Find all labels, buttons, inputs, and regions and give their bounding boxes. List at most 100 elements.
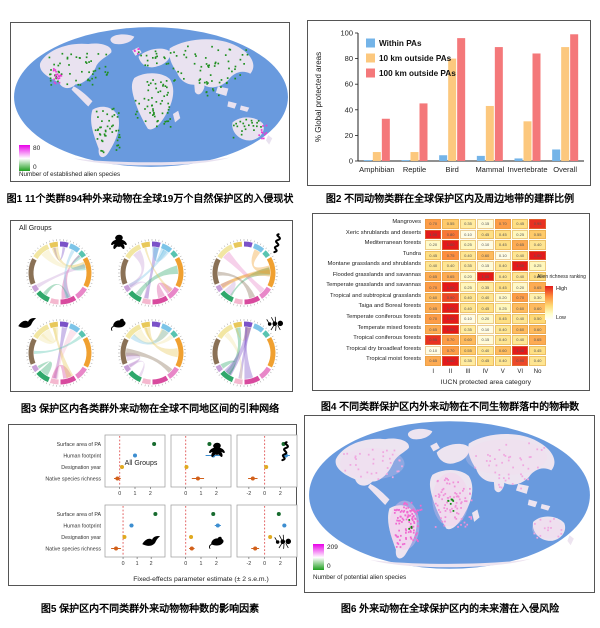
- heatmap-cell: 0.45: [494, 282, 511, 292]
- svg-text:0: 0: [122, 561, 125, 567]
- fig3-chord-diagram-all-groups: [26, 239, 94, 307]
- heatmap-row-label: Mediterranean forests: [364, 240, 421, 247]
- svg-text:All Groups: All Groups: [125, 460, 158, 467]
- heatmap-col-label: II: [448, 368, 453, 375]
- heatmap-cell: 0.40: [512, 271, 529, 282]
- heatmap-row-label: Tropical coniferous forests: [353, 335, 421, 342]
- heatmap-col-label: V: [500, 368, 505, 375]
- heatmap-col-label: IV: [482, 368, 489, 375]
- heatmap-cell: 0.45: [494, 313, 511, 324]
- fig1-colorbar-min: 0: [33, 164, 37, 171]
- heatmap-cell: 0.40: [512, 313, 529, 324]
- svg-text:-2: -2: [247, 491, 252, 497]
- fig1-colorbar: 80 0: [19, 145, 40, 171]
- heatmap-cell: 0.50: [529, 313, 546, 324]
- heatmap-cell: 0.45: [529, 345, 546, 356]
- heatmap-cell: 0.10: [425, 345, 442, 356]
- heatmap-cell: 0.70: [494, 219, 511, 229]
- heatmap-row-label: Montane grasslands and shrublands: [327, 261, 421, 268]
- svg-text:1: 1: [200, 561, 203, 567]
- heatmap-cell: 0.25: [494, 303, 511, 313]
- svg-text:Mammal: Mammal: [475, 165, 504, 174]
- heatmap-cell: 0.30: [529, 292, 546, 303]
- heatmap-cell: 0.65: [529, 335, 546, 345]
- heatmap-cell: 0.45: [425, 250, 442, 261]
- mouse-silhouette-icon: [110, 318, 126, 332]
- heatmap-row-label: Temperate mixed forests: [357, 324, 421, 331]
- heatmap-col-label: VI: [517, 368, 524, 375]
- heatmap-cell: 0.20: [512, 282, 529, 292]
- heatmap-cell: 0.90: [512, 356, 529, 366]
- heatmap-cell: 0.65: [512, 240, 529, 250]
- heatmap-cell: 0.70: [425, 313, 442, 324]
- heatmap-cell: 0.25: [529, 261, 546, 271]
- heatmap-cell: 0.60: [477, 250, 494, 261]
- heatmap-legend-low-label: Low: [556, 315, 566, 321]
- heatmap-col-label: I: [432, 368, 435, 375]
- heatmap-cell: 0.60: [529, 324, 546, 335]
- svg-text:Human footprint: Human footprint: [63, 524, 101, 530]
- ant-silhouette-icon: [266, 316, 284, 331]
- heatmap-cell: 0.15: [477, 335, 494, 345]
- heatmap-cell: 0.95: [425, 335, 442, 345]
- heatmap-cell: 0.65: [529, 282, 546, 292]
- heatmap-cell: 0.20: [477, 313, 494, 324]
- heatmap-cell: 0.45: [494, 229, 511, 240]
- fig6-colorbar-max: 209: [327, 544, 338, 551]
- heatmap-cell: 1.00: [512, 261, 529, 271]
- heatmap-cell: 0.20: [494, 292, 511, 303]
- heatmap-cell: 0.60: [494, 345, 511, 356]
- fig4-caption: 图4 不同类群保护区内外来动物在不同生物群落中的物种数: [320, 402, 580, 413]
- heatmap-col-label: III: [465, 368, 471, 375]
- fig1-colorbar-gradient: [19, 145, 30, 171]
- svg-text:100 km outside PAs: 100 km outside PAs: [379, 69, 456, 78]
- heatmap-cell: 1.00: [477, 271, 494, 282]
- svg-text:Fixed-effects parameter estima: Fixed-effects parameter estimate (± 2 s.…: [133, 576, 268, 583]
- fig6-colorbar-gradient: [313, 544, 324, 570]
- heatmap-cell: 0.40: [529, 356, 546, 366]
- heatmap-cell: 0.40: [459, 250, 477, 261]
- heatmap-cell: 0.45: [494, 240, 511, 250]
- heatmap-cell: 0.60: [459, 335, 477, 345]
- heatmap-row-label: Tropical and subtropical grasslands: [330, 292, 421, 299]
- heatmap-cell: 0.15: [477, 219, 494, 229]
- svg-text:80: 80: [345, 54, 353, 63]
- fig1-caption: 图1 11个类群894种外来动物在全球19万个自然保护区的入侵现状: [6, 194, 294, 205]
- fig3-chord-diagram-frog: [111, 234, 186, 307]
- heatmap-cell: 0.45: [512, 219, 529, 229]
- heatmap-cell: 0.10: [494, 250, 511, 261]
- heatmap-legend-gradient: [545, 286, 553, 320]
- heatmap-cell: 0.35: [459, 324, 477, 335]
- svg-text:Native species richness: Native species richness: [45, 547, 101, 553]
- fig6-colorbar-min: 0: [327, 563, 331, 570]
- heatmap-legend-high-label: High: [556, 286, 568, 292]
- fig6-world-map: [308, 419, 591, 576]
- heatmap-row-label: Temperate grasslands and savannas: [326, 282, 421, 289]
- heatmap-row-label: Tropical dry broadleaf forests: [346, 345, 421, 352]
- heatmap-cell: 0.25: [459, 240, 477, 250]
- fig3-chord-panel: All Groups: [10, 220, 293, 392]
- heatmap-cell: 1.00: [442, 356, 459, 366]
- heatmap-row-label: Taiga and Boreal forests: [358, 303, 421, 310]
- heatmap-x-axis-label: IUCN protected area category: [440, 378, 532, 386]
- svg-text:Designation year: Designation year: [61, 535, 101, 541]
- fig3-chord-diagram-bird: [18, 318, 94, 387]
- fig4-heatmap-panel: Mangroves 0.70 0.55 0.35 0.15 0.70 0.45 0.95 Xer…: [312, 213, 590, 391]
- heatmap-cell: 0.70: [425, 219, 442, 229]
- svg-text:1: 1: [200, 491, 203, 497]
- heatmap-cell: 0.40: [512, 335, 529, 345]
- heatmap-cell: 0.65: [425, 303, 442, 313]
- fig6-caption: 图6 外来动物在全球保护区内的未来潜在入侵风险: [340, 604, 560, 615]
- heatmap-cell: 0.55: [459, 345, 477, 356]
- svg-text:2: 2: [149, 491, 152, 497]
- svg-text:2: 2: [215, 491, 218, 497]
- heatmap-row-label: Tropical moist forests: [366, 356, 421, 363]
- heatmap-cell: 0.10: [459, 229, 477, 240]
- heatmap-row-label: Flooded grasslands and savannas: [332, 271, 421, 278]
- heatmap-cell: 0.35: [459, 261, 477, 271]
- svg-text:20: 20: [345, 131, 353, 140]
- heatmap-cell: 1.00: [442, 282, 459, 292]
- heatmap-cell: 0.40: [529, 240, 546, 250]
- heatmap-cell: 0.65: [425, 271, 442, 282]
- heatmap-cell: 0.35: [459, 356, 477, 366]
